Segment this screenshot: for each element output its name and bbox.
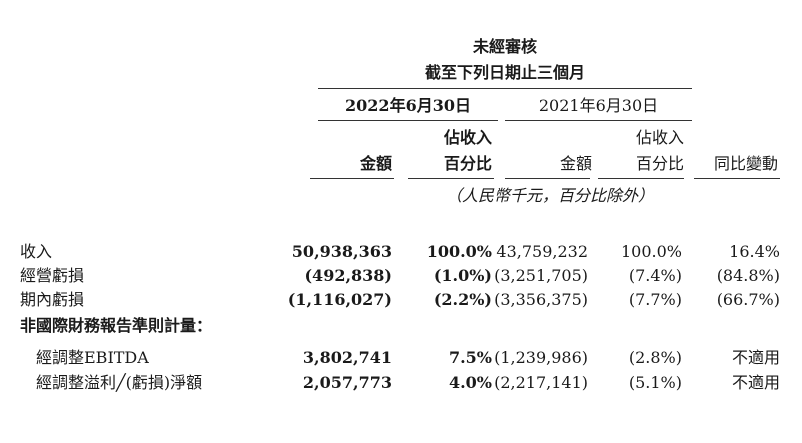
period-heading: 截至下列日期止三個月 xyxy=(424,63,585,82)
revenue-prior-pct: 100.0% xyxy=(620,242,682,261)
adjusted-net-prior-amount: (2,217,141) xyxy=(494,373,588,392)
row-label-adjusted-net: 經調整溢利╱(虧損)淨額 xyxy=(36,373,203,392)
operating-loss-change: (84.8%) xyxy=(716,266,780,285)
col-cur-pct-line1: 佔收入 xyxy=(443,128,492,147)
period-loss-cur-pct: (2.2%) xyxy=(433,290,492,309)
period-loss-prior-amount: (3,356,375) xyxy=(494,290,588,309)
col-cur-amount: 金額 xyxy=(359,154,392,173)
row-label-adjusted-ebitda: 經調整EBITDA xyxy=(36,348,149,367)
col-prior-amount: 金額 xyxy=(559,154,592,173)
period-loss-cur-amount: (1,116,027) xyxy=(287,290,392,309)
adjusted-net-cur-pct: 4.0% xyxy=(448,373,492,392)
non-ifrs-heading: 非國際財務報告準則計量： xyxy=(20,316,213,335)
operating-loss-cur-pct: (1.0%) xyxy=(433,266,492,285)
period-rule xyxy=(318,88,692,89)
year-prior: 2021年6月30日 xyxy=(538,96,659,115)
operating-loss-prior-pct: (7.4%) xyxy=(628,266,682,285)
col-change-rule xyxy=(694,178,780,179)
audit-status: 未經審核 xyxy=(472,37,537,56)
col-prior-pct-line1: 佔收入 xyxy=(635,128,684,147)
col-change: 同比變動 xyxy=(713,154,778,173)
period-loss-change: (66.7%) xyxy=(716,290,780,309)
col-prior-amount-rule xyxy=(505,178,590,179)
adjusted-net-cur-amount: 2,057,773 xyxy=(302,373,392,392)
row-label-operating-loss: 經營虧損 xyxy=(20,266,85,285)
row-label-revenue: 收入 xyxy=(20,242,53,261)
period-loss-prior-pct: (7.7%) xyxy=(628,290,682,309)
col-prior-pct-rule xyxy=(598,178,684,179)
revenue-cur-pct: 100.0% xyxy=(426,242,492,261)
row-label-period-loss: 期內虧損 xyxy=(20,290,85,309)
adjusted-ebitda-change: 不適用 xyxy=(731,348,780,367)
col-cur-pct-line2: 百分比 xyxy=(443,154,492,173)
operating-loss-prior-amount: (3,251,705) xyxy=(494,266,588,285)
adjusted-net-prior-pct: (5.1%) xyxy=(628,373,682,392)
year-prior-rule xyxy=(505,120,692,121)
adjusted-net-change: 不適用 xyxy=(731,373,780,392)
operating-loss-cur-amount: (492,838) xyxy=(304,266,392,285)
adjusted-ebitda-prior-amount: (1,239,986) xyxy=(494,348,588,367)
revenue-prior-amount: 43,759,232 xyxy=(496,242,588,261)
adjusted-ebitda-prior-pct: (2.8%) xyxy=(628,348,682,367)
unit-note: （人民幣千元，百分比除外） xyxy=(445,186,654,205)
revenue-cur-amount: 50,938,363 xyxy=(291,242,392,261)
year-current-rule xyxy=(318,120,498,121)
col-cur-amount-rule xyxy=(310,178,394,179)
revenue-change: 16.4% xyxy=(729,242,780,261)
col-prior-pct-line2: 百分比 xyxy=(635,154,684,173)
col-cur-pct-rule xyxy=(408,178,494,179)
adjusted-ebitda-cur-pct: 7.5% xyxy=(448,348,492,367)
adjusted-ebitda-cur-amount: 3,802,741 xyxy=(302,348,392,367)
year-current: 2022年6月30日 xyxy=(345,96,471,115)
